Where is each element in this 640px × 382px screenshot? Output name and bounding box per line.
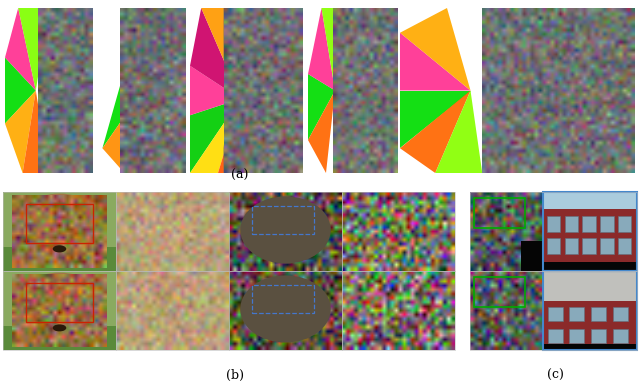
Bar	[116, 192, 229, 271]
Bar	[570, 306, 584, 321]
Bar	[3, 192, 116, 271]
Polygon shape	[218, 99, 252, 173]
Bar	[543, 271, 637, 350]
Polygon shape	[308, 91, 335, 173]
Bar	[547, 238, 560, 254]
Polygon shape	[223, 8, 302, 173]
Polygon shape	[190, 99, 241, 173]
Bar	[543, 271, 637, 301]
Bar	[612, 306, 628, 321]
Polygon shape	[102, 8, 142, 148]
Bar	[252, 206, 314, 234]
Bar	[342, 271, 455, 350]
Text: (a): (a)	[231, 168, 249, 181]
Bar	[564, 238, 578, 254]
Bar	[548, 306, 563, 321]
Bar	[3, 247, 116, 271]
Polygon shape	[483, 8, 635, 173]
Polygon shape	[18, 8, 49, 91]
Ellipse shape	[240, 275, 331, 343]
Bar	[3, 271, 116, 350]
Bar	[116, 271, 229, 350]
Bar	[591, 329, 606, 343]
Polygon shape	[201, 8, 241, 99]
Bar	[3, 326, 116, 350]
Polygon shape	[400, 91, 470, 148]
Bar	[342, 192, 455, 271]
Bar	[5, 8, 93, 173]
Text: (b): (b)	[226, 369, 244, 382]
Ellipse shape	[12, 194, 107, 266]
Bar	[612, 329, 628, 343]
Bar	[600, 238, 614, 254]
Bar	[543, 262, 637, 271]
Polygon shape	[5, 8, 36, 91]
Polygon shape	[102, 104, 133, 173]
Polygon shape	[38, 8, 93, 173]
Polygon shape	[22, 91, 49, 173]
Text: (c): (c)	[547, 369, 563, 382]
Bar	[564, 216, 578, 231]
Polygon shape	[190, 66, 241, 115]
Bar	[342, 192, 455, 271]
Polygon shape	[120, 8, 186, 173]
Bar	[582, 216, 596, 231]
Bar	[116, 271, 229, 350]
Polygon shape	[435, 91, 483, 173]
Polygon shape	[400, 91, 470, 173]
Bar	[26, 283, 93, 322]
Bar	[229, 192, 342, 271]
Polygon shape	[321, 8, 344, 91]
Polygon shape	[190, 8, 241, 99]
Bar	[229, 192, 342, 271]
Bar	[618, 238, 631, 254]
Ellipse shape	[12, 273, 107, 345]
Polygon shape	[308, 74, 335, 140]
Bar	[470, 192, 543, 271]
Ellipse shape	[240, 196, 331, 264]
Bar	[400, 8, 635, 173]
Bar	[474, 277, 525, 308]
Bar	[570, 329, 584, 343]
Ellipse shape	[52, 324, 67, 332]
Bar	[229, 271, 342, 350]
Bar	[543, 192, 637, 209]
Bar	[116, 192, 229, 271]
Polygon shape	[308, 8, 335, 91]
Bar	[543, 192, 637, 271]
Ellipse shape	[52, 245, 67, 253]
Bar	[98, 8, 186, 173]
Bar	[470, 271, 543, 350]
Polygon shape	[400, 8, 470, 91]
Bar	[547, 216, 560, 231]
Bar	[190, 8, 302, 173]
Bar	[543, 192, 637, 271]
Polygon shape	[333, 8, 398, 173]
Bar	[252, 285, 314, 313]
Polygon shape	[133, 8, 173, 104]
Bar	[3, 271, 116, 350]
Bar	[229, 271, 342, 350]
Polygon shape	[400, 33, 470, 91]
Bar	[470, 192, 637, 271]
Polygon shape	[5, 58, 36, 123]
Bar	[600, 216, 614, 231]
Bar	[470, 271, 637, 350]
Bar	[591, 306, 606, 321]
Polygon shape	[5, 91, 36, 173]
Bar	[342, 271, 455, 350]
Bar	[548, 329, 563, 343]
Polygon shape	[190, 99, 241, 173]
Bar	[3, 192, 116, 271]
Bar	[474, 198, 525, 228]
Bar	[543, 344, 637, 350]
Bar	[543, 271, 637, 350]
Bar	[26, 204, 93, 243]
Bar	[308, 8, 398, 173]
Bar	[582, 238, 596, 254]
Bar	[618, 216, 631, 231]
Bar	[521, 241, 543, 271]
